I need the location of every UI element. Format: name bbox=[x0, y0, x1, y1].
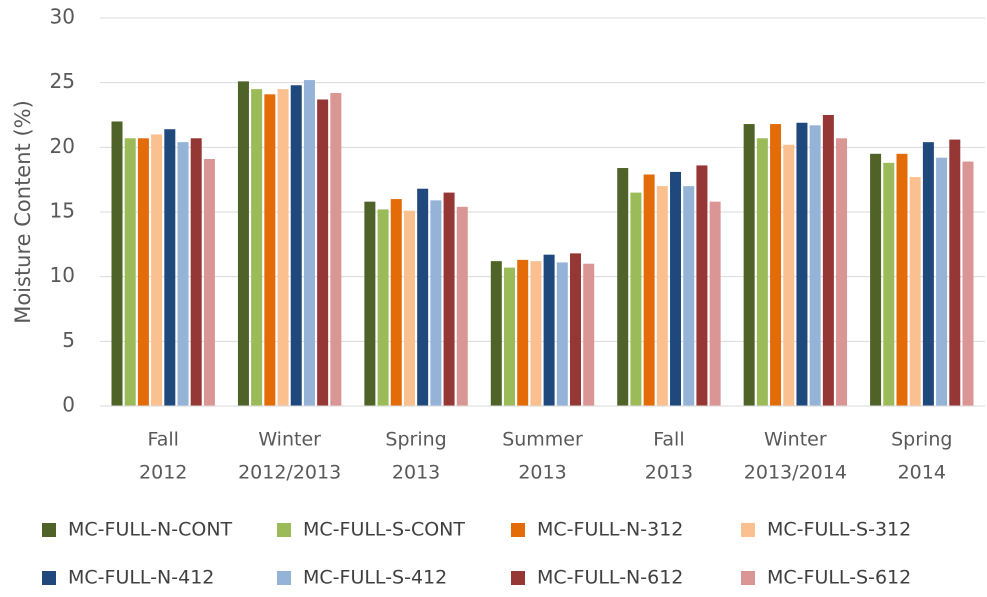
bar bbox=[417, 188, 429, 406]
legend-label: MC-FULL-N-612 bbox=[537, 567, 683, 589]
bar bbox=[770, 124, 782, 406]
bar bbox=[783, 144, 795, 406]
bar bbox=[151, 134, 163, 406]
bar bbox=[504, 267, 515, 406]
bar bbox=[896, 153, 908, 406]
x-tick-label: 2012/2013 bbox=[238, 462, 341, 484]
bar bbox=[237, 81, 249, 406]
bar bbox=[962, 161, 974, 406]
bar bbox=[330, 93, 342, 406]
bar bbox=[264, 94, 276, 406]
bar bbox=[490, 261, 502, 406]
legend-swatch bbox=[42, 523, 56, 537]
x-tick-label: Fall bbox=[653, 429, 684, 451]
bar bbox=[430, 200, 442, 406]
legend-label: MC-FULL-N-312 bbox=[537, 519, 683, 541]
bar bbox=[870, 153, 882, 406]
x-tick-label: Summer bbox=[502, 429, 583, 451]
legend-label: MC-FULL-N-CONT bbox=[68, 519, 233, 541]
bar bbox=[251, 89, 263, 406]
x-tick-label: 2012 bbox=[139, 462, 187, 484]
y-tick-label: 25 bbox=[50, 69, 75, 93]
bar bbox=[456, 206, 468, 406]
bar bbox=[670, 171, 682, 406]
bar bbox=[317, 99, 329, 406]
legend-label: MC-FULL-S-612 bbox=[767, 567, 911, 589]
bar bbox=[111, 121, 123, 406]
bar bbox=[949, 139, 961, 406]
bar bbox=[796, 122, 808, 406]
bar bbox=[909, 177, 921, 406]
legend-swatch bbox=[511, 523, 525, 537]
y-tick-label: 0 bbox=[62, 393, 75, 417]
bar bbox=[556, 262, 568, 406]
legend-label: MC-FULL-S-312 bbox=[767, 519, 911, 541]
y-axis-label: Moisture Content (%) bbox=[11, 100, 35, 324]
y-tick-label: 10 bbox=[50, 263, 75, 287]
y-tick-label: 20 bbox=[50, 134, 75, 158]
x-tick-label: 2013 bbox=[645, 462, 693, 484]
bar bbox=[630, 192, 642, 406]
bar bbox=[656, 186, 668, 406]
legend-swatch bbox=[277, 571, 291, 585]
bar bbox=[364, 201, 376, 406]
bar bbox=[570, 253, 581, 406]
x-tick-label: 2013 bbox=[518, 462, 566, 484]
x-tick-label: Fall bbox=[148, 429, 179, 451]
bar bbox=[743, 124, 755, 406]
bar bbox=[517, 259, 529, 406]
x-tick-label: Winter bbox=[258, 429, 321, 451]
x-tick-label: 2013 bbox=[392, 462, 440, 484]
y-tick-label: 15 bbox=[50, 199, 75, 223]
legend-swatch bbox=[511, 571, 525, 585]
legend-label: MC-FULL-N-412 bbox=[68, 567, 214, 589]
bar bbox=[543, 254, 555, 406]
bar bbox=[836, 138, 848, 406]
legend-swatch bbox=[741, 523, 755, 537]
bar bbox=[290, 85, 302, 407]
bar bbox=[683, 186, 695, 406]
bar bbox=[643, 174, 655, 406]
bar bbox=[822, 115, 834, 406]
legend-swatch bbox=[42, 571, 56, 585]
x-tick-label: Spring bbox=[385, 429, 446, 451]
bar bbox=[377, 209, 389, 406]
legend-swatch bbox=[277, 523, 291, 537]
bar bbox=[303, 80, 315, 406]
legend-label: MC-FULL-S-CONT bbox=[303, 519, 465, 541]
bar bbox=[190, 138, 202, 406]
bar bbox=[164, 129, 176, 406]
bar bbox=[936, 157, 948, 406]
bar bbox=[809, 125, 821, 406]
bar bbox=[883, 162, 895, 406]
bar bbox=[403, 210, 415, 406]
legend-label: MC-FULL-S-412 bbox=[303, 567, 447, 589]
x-tick-label: Winter bbox=[764, 429, 827, 451]
bar bbox=[756, 138, 768, 406]
bar bbox=[922, 142, 934, 406]
bar bbox=[124, 138, 136, 406]
bar bbox=[203, 158, 215, 406]
bar bbox=[177, 142, 189, 406]
bar bbox=[530, 261, 542, 406]
legend-swatch bbox=[741, 571, 755, 585]
x-tick-label: 2014 bbox=[898, 462, 946, 484]
bar bbox=[583, 263, 595, 406]
bar bbox=[696, 165, 708, 406]
y-tick-label: 5 bbox=[62, 328, 75, 352]
bar bbox=[709, 201, 721, 406]
x-tick-label: 2013/2014 bbox=[744, 462, 847, 484]
bar bbox=[443, 192, 455, 406]
bar bbox=[617, 168, 629, 406]
x-tick-label: Spring bbox=[891, 429, 952, 451]
bar bbox=[390, 199, 402, 406]
bar bbox=[137, 138, 149, 406]
bar bbox=[277, 89, 289, 406]
y-tick-label: 30 bbox=[50, 5, 75, 29]
